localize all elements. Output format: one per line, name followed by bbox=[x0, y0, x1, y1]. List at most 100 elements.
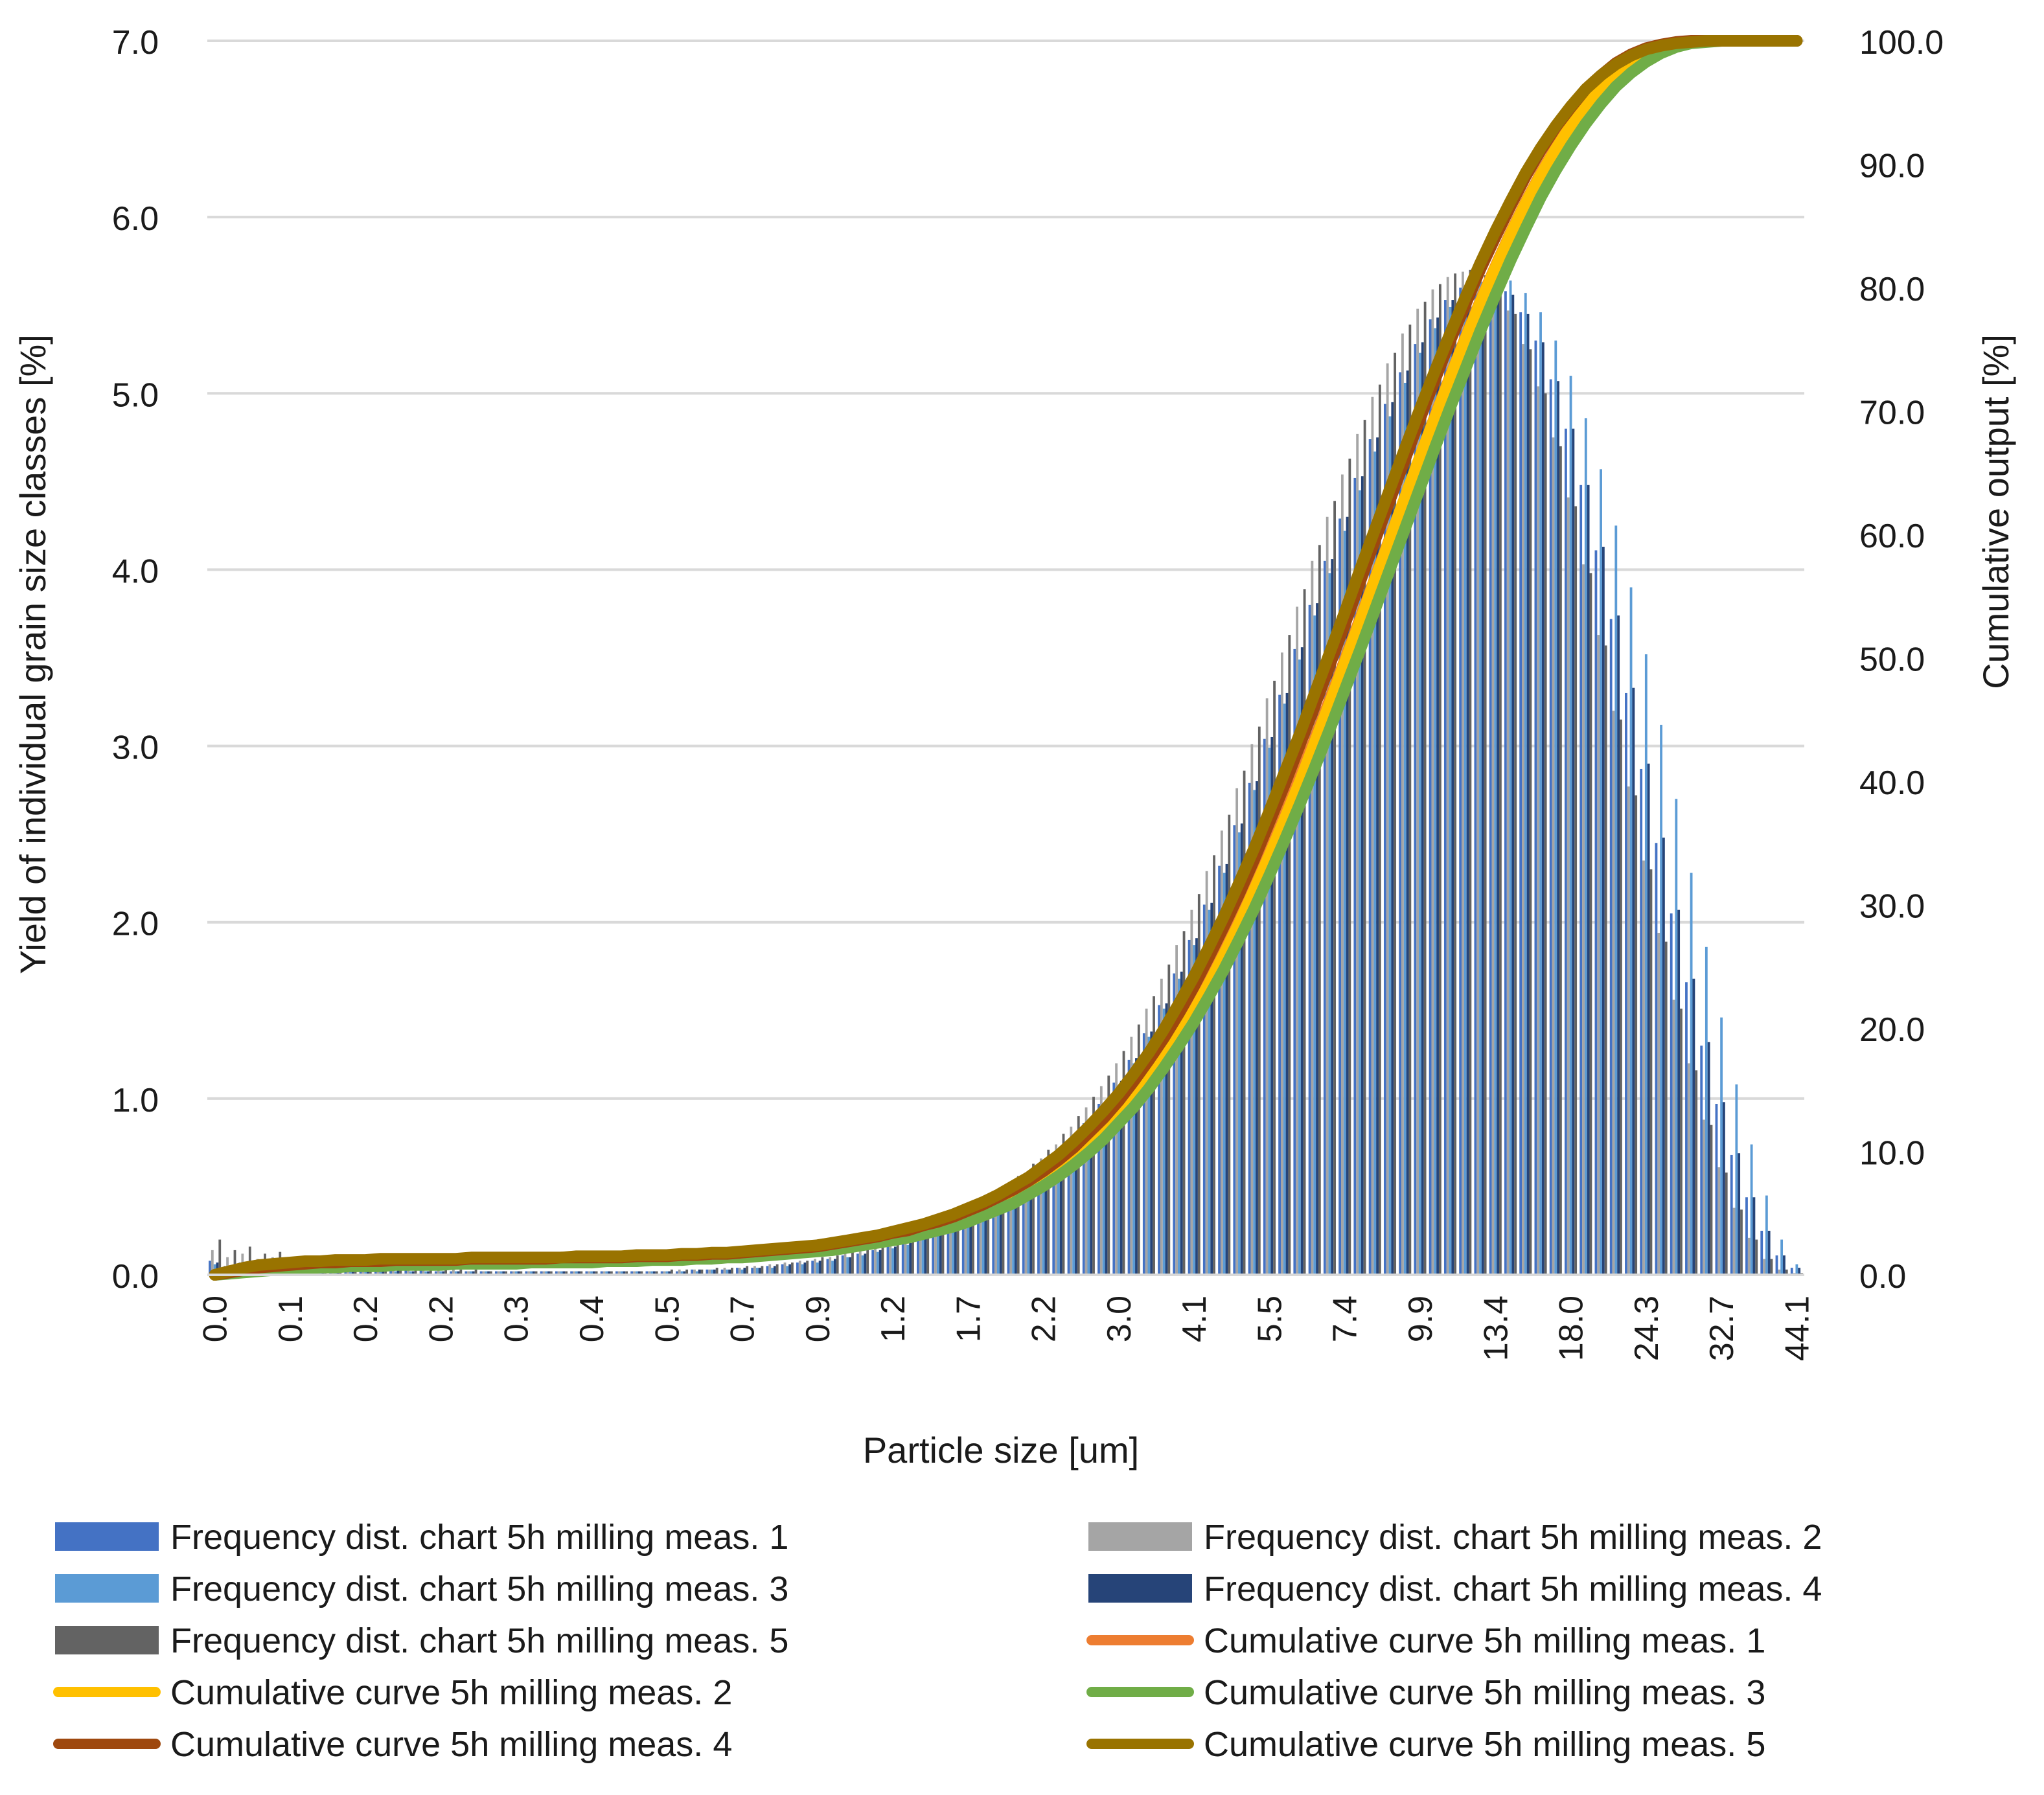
bar-freq5 bbox=[896, 1239, 899, 1275]
bar-freq2 bbox=[723, 1268, 726, 1275]
bar-freq1 bbox=[1579, 485, 1583, 1275]
bar-freq1 bbox=[540, 1271, 543, 1275]
bar-freq1 bbox=[1308, 604, 1311, 1275]
bar-freq4 bbox=[577, 1271, 580, 1275]
bar-freq3 bbox=[1554, 340, 1557, 1275]
bar-freq2 bbox=[1099, 1086, 1103, 1275]
bar-freq5 bbox=[459, 1269, 463, 1275]
y-tick-label: 4.0 bbox=[112, 553, 159, 590]
bar-freq1 bbox=[947, 1227, 950, 1275]
bar-freq3 bbox=[620, 1271, 623, 1275]
bar-freq4 bbox=[1481, 282, 1484, 1275]
bar-freq4 bbox=[1557, 381, 1560, 1275]
bar-freq5 bbox=[1695, 1070, 1698, 1275]
bar-freq4 bbox=[1300, 647, 1303, 1275]
bar-freq2 bbox=[1401, 333, 1404, 1275]
bar-freq1 bbox=[826, 1259, 829, 1275]
bar-freq4 bbox=[1617, 615, 1620, 1275]
bar-freq2 bbox=[1024, 1172, 1028, 1275]
bar-freq4 bbox=[1692, 978, 1695, 1275]
bar-freq5 bbox=[715, 1268, 718, 1275]
bar-freq4 bbox=[608, 1271, 610, 1275]
bar-freq4 bbox=[472, 1271, 475, 1275]
bar-freq2 bbox=[1220, 830, 1223, 1275]
bar-freq1 bbox=[1459, 288, 1462, 1275]
bar-freq2 bbox=[633, 1271, 636, 1275]
bar-freq4 bbox=[382, 1269, 385, 1275]
bar-freq2 bbox=[874, 1246, 877, 1275]
y-tick-label: 2.0 bbox=[112, 906, 159, 943]
bar-freq1 bbox=[751, 1268, 754, 1275]
legend-label: Cumulative curve 5h milling meas. 2 bbox=[170, 1673, 732, 1712]
bar-freq5 bbox=[1002, 1186, 1005, 1275]
bar-freq2 bbox=[964, 1213, 967, 1275]
bar-freq5 bbox=[489, 1271, 492, 1275]
bar-freq1 bbox=[1760, 1230, 1763, 1275]
bar-freq1 bbox=[1022, 1183, 1025, 1275]
bar-freq2 bbox=[422, 1269, 425, 1275]
bar-freq5 bbox=[534, 1271, 538, 1275]
legend-item: Frequency dist. chart 5h milling meas. 4 bbox=[1088, 1570, 1822, 1608]
bar-freq3 bbox=[711, 1269, 713, 1275]
bar-freq1 bbox=[886, 1246, 890, 1275]
bar-freq1 bbox=[1685, 982, 1688, 1275]
bar-freq5 bbox=[881, 1244, 884, 1275]
bar-freq2 bbox=[1763, 1259, 1765, 1275]
bar-freq1 bbox=[932, 1232, 935, 1275]
bar-freq1 bbox=[1383, 404, 1386, 1275]
bar-freq4 bbox=[1180, 971, 1183, 1275]
bar-freq4 bbox=[1376, 437, 1379, 1275]
bar-freq1 bbox=[1293, 648, 1296, 1275]
bar-freq4 bbox=[1120, 1080, 1123, 1275]
bar-freq5 bbox=[1529, 349, 1532, 1275]
bar-freq2 bbox=[1732, 1207, 1736, 1275]
bar-freq3 bbox=[1644, 654, 1648, 1275]
bar-freq5 bbox=[731, 1268, 733, 1275]
y2-tick-label: 70.0 bbox=[1859, 394, 1925, 432]
bar-freq3 bbox=[1238, 832, 1241, 1275]
bar-freq4 bbox=[1798, 1268, 1801, 1275]
bar-freq2 bbox=[1356, 433, 1359, 1275]
bar-freq4 bbox=[637, 1271, 641, 1275]
bar-freq2 bbox=[889, 1243, 892, 1275]
bar-freq3 bbox=[1464, 291, 1467, 1275]
bar-freq4 bbox=[1270, 737, 1274, 1275]
bar-freq4 bbox=[924, 1237, 927, 1275]
bar-freq4 bbox=[502, 1271, 505, 1275]
y-axis-left-ticks: 0.0 1.0 2.0 3.0 4.0 5.0 6.0 7.0 bbox=[112, 24, 159, 1296]
bar-freq1 bbox=[1007, 1193, 1010, 1275]
bar-freq4 bbox=[954, 1225, 957, 1275]
bar-freq5 bbox=[1770, 1259, 1773, 1275]
bar-freq1 bbox=[1173, 973, 1176, 1275]
bar-freq1 bbox=[1188, 939, 1191, 1275]
bar-freq3 bbox=[1132, 1063, 1136, 1275]
bar-freq4 bbox=[683, 1271, 686, 1275]
bar-freq1 bbox=[1429, 319, 1432, 1275]
bar-freq3 bbox=[1087, 1126, 1090, 1275]
bar-freq4 bbox=[698, 1269, 701, 1275]
bar-freq3 bbox=[590, 1271, 593, 1275]
bar-freq3 bbox=[1178, 978, 1180, 1275]
bar-freq4 bbox=[1541, 342, 1544, 1275]
bar-freq1 bbox=[510, 1271, 512, 1275]
bar-freq2 bbox=[1311, 560, 1314, 1275]
bar-freq3 bbox=[1012, 1197, 1015, 1275]
bar-freq2 bbox=[783, 1262, 787, 1275]
legend-swatch bbox=[1088, 1522, 1192, 1551]
legend-swatch bbox=[55, 1522, 159, 1551]
bar-freq5 bbox=[972, 1206, 974, 1275]
x-tick-label: 24.3 bbox=[1628, 1296, 1666, 1361]
bar-freq1 bbox=[1414, 344, 1417, 1275]
bar-freq5 bbox=[429, 1269, 432, 1275]
bar-freq2 bbox=[1055, 1144, 1057, 1275]
bar-freq5 bbox=[1077, 1116, 1080, 1275]
bar-freq1 bbox=[479, 1271, 483, 1275]
y-tick-label: 6.0 bbox=[112, 200, 159, 238]
bar-freq4 bbox=[1738, 1153, 1741, 1275]
bar-freq1 bbox=[977, 1213, 980, 1275]
bar-freq4 bbox=[1150, 1031, 1153, 1275]
bar-freq3 bbox=[861, 1255, 864, 1275]
bar-freq5 bbox=[1408, 325, 1412, 1275]
bar-freq2 bbox=[858, 1250, 862, 1275]
bar-freq3 bbox=[786, 1266, 789, 1275]
